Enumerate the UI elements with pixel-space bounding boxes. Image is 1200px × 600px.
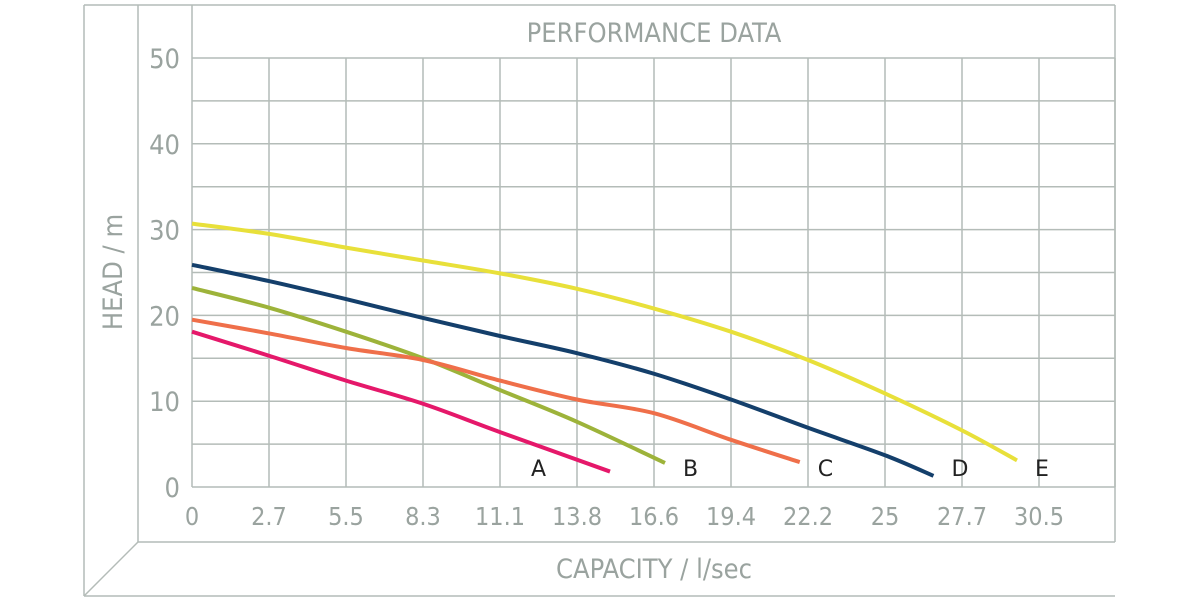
x-tick-label: 2.7 bbox=[251, 502, 287, 531]
x-tick-label: 5.5 bbox=[328, 502, 364, 531]
series-label-b: B bbox=[683, 457, 698, 482]
x-tick-label: 25 bbox=[871, 502, 900, 531]
series-line-e bbox=[191, 221, 1018, 463]
y-tick-label: 40 bbox=[149, 130, 180, 161]
x-tick-label: 27.7 bbox=[937, 502, 987, 531]
x-tick-label: 11.1 bbox=[475, 502, 525, 531]
series-label-e: E bbox=[1035, 457, 1049, 482]
series-label-a: A bbox=[531, 457, 546, 482]
x-tick-label: 30.5 bbox=[1014, 502, 1064, 531]
y-tick-labels: 0 10 20 30 40 50 bbox=[149, 44, 180, 504]
x-tick-label: 16.6 bbox=[629, 502, 679, 531]
series-line-d bbox=[191, 262, 935, 478]
y-tick-label: 10 bbox=[149, 387, 180, 418]
chart-title: PERFORMANCE DATA bbox=[527, 18, 782, 49]
y-axis-label: HEAD / m bbox=[98, 214, 129, 330]
x-tick-label: 19.4 bbox=[706, 502, 756, 531]
series-line-b bbox=[191, 286, 666, 465]
x-tick-label: 0 bbox=[185, 502, 199, 531]
y-tick-label: 30 bbox=[149, 216, 180, 247]
x-tick-labels: 0 2.7 5.5 8.3 11.1 13.8 16.6 19.4 22.2 25 27.7 30.5 bbox=[185, 502, 1064, 531]
x-tick-label: 8.3 bbox=[405, 502, 441, 531]
y-tick-label: 20 bbox=[149, 301, 180, 332]
series-lines: A B C D E bbox=[191, 221, 1049, 482]
x-axis-label: CAPACITY / l/sec bbox=[556, 554, 752, 585]
series-label-d: D bbox=[951, 457, 968, 482]
series-line-a bbox=[191, 329, 611, 474]
x-tick-label: 13.8 bbox=[552, 502, 602, 531]
y-tick-label: 50 bbox=[149, 44, 180, 75]
series-line-c bbox=[191, 317, 801, 465]
x-tick-label: 22.2 bbox=[783, 502, 833, 531]
series-label-c: C bbox=[818, 457, 833, 482]
y-tick-label: 0 bbox=[165, 473, 180, 504]
frame-line bbox=[83, 541, 139, 597]
grid bbox=[191, 5, 1116, 488]
